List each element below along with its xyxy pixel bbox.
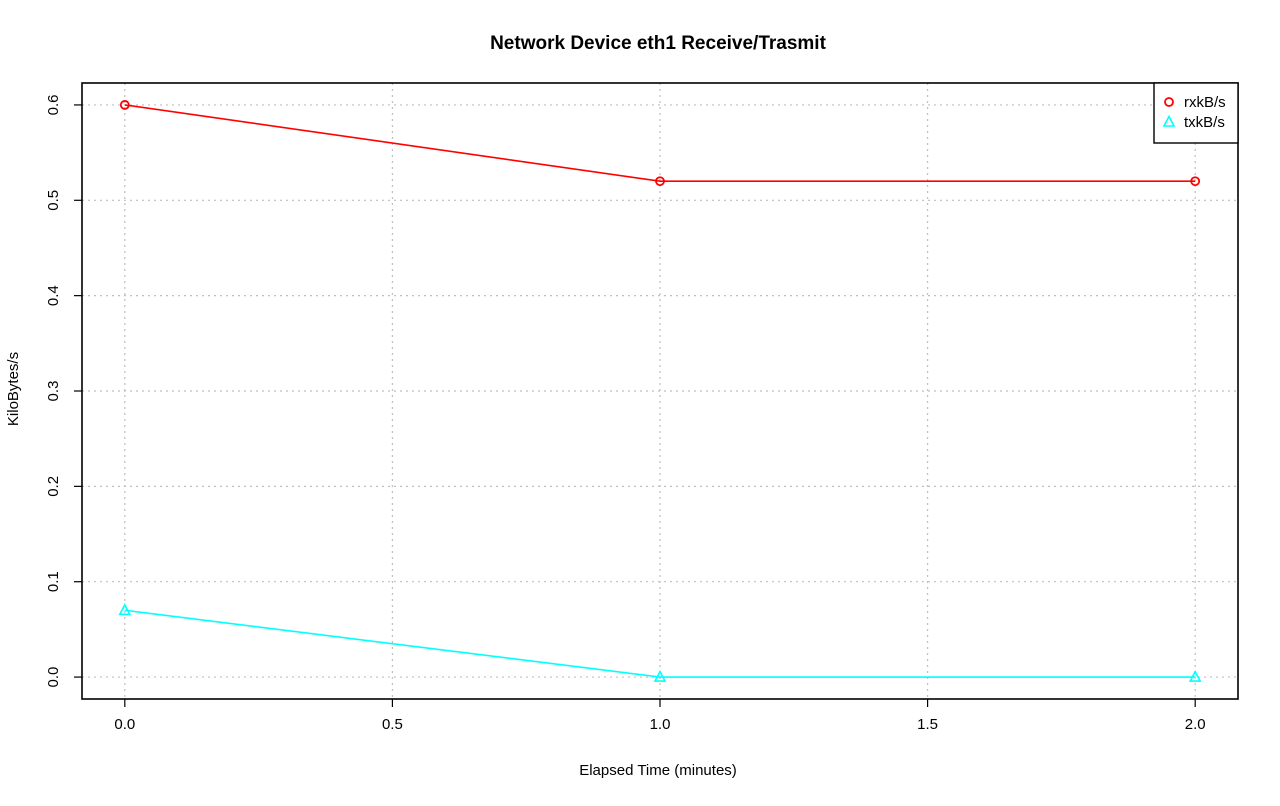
y-tick-label: 0.6 bbox=[45, 95, 62, 116]
data-point-rxkb-s bbox=[655, 176, 665, 187]
x-tick-label: 0.5 bbox=[382, 716, 403, 733]
series-rxkb-s bbox=[119, 100, 1201, 187]
x-tick-label: 2.0 bbox=[1185, 716, 1206, 733]
series-layer bbox=[118, 100, 1202, 682]
data-point-txkb-s bbox=[118, 603, 132, 616]
y-tick-label: 0.0 bbox=[45, 667, 62, 688]
y-axis-label: KiloBytes/s bbox=[5, 352, 22, 426]
y-tick-label: 0.3 bbox=[45, 381, 62, 402]
y-tick-label: 0.2 bbox=[45, 476, 62, 497]
axes: 0.0 0.5 1.0 1.5 2.0 0.0 0.1 0.2 0.3 0.4 0.5 0.6 bbox=[45, 95, 1206, 733]
y-tick-label: 0.4 bbox=[45, 285, 62, 306]
x-tick-label: 1.0 bbox=[650, 716, 671, 733]
series-txkb-s bbox=[118, 603, 1202, 682]
x-axis-label: Elapsed Time (minutes) bbox=[579, 762, 737, 779]
x-tick-label: 1.5 bbox=[917, 716, 938, 733]
legend: rxkB/s txkB/s bbox=[1153, 82, 1239, 144]
legend-marker-rxkb-s bbox=[1164, 97, 1174, 107]
data-point-txkb-s bbox=[1188, 669, 1202, 682]
y-tick-label: 0.1 bbox=[45, 571, 62, 592]
series-line-rxkb-s bbox=[124, 104, 1196, 183]
legend-label-txkb-s: txkB/s bbox=[1184, 114, 1225, 131]
legend-box bbox=[1153, 82, 1239, 144]
data-point-rxkb-s bbox=[1190, 176, 1201, 187]
legend-marker-txkb-s bbox=[1162, 114, 1176, 127]
grid bbox=[82, 83, 1238, 699]
chart-title: Network Device eth1 Receive/Trasmit bbox=[490, 33, 827, 54]
data-point-txkb-s bbox=[653, 669, 667, 682]
series-line-txkb-s bbox=[124, 609, 1196, 678]
data-point-rxkb-s bbox=[119, 100, 130, 110]
y-tick-label: 0.5 bbox=[45, 190, 62, 211]
x-tick-label: 0.0 bbox=[114, 716, 135, 733]
legend-label-rxkb-s: rxkB/s bbox=[1184, 94, 1226, 111]
